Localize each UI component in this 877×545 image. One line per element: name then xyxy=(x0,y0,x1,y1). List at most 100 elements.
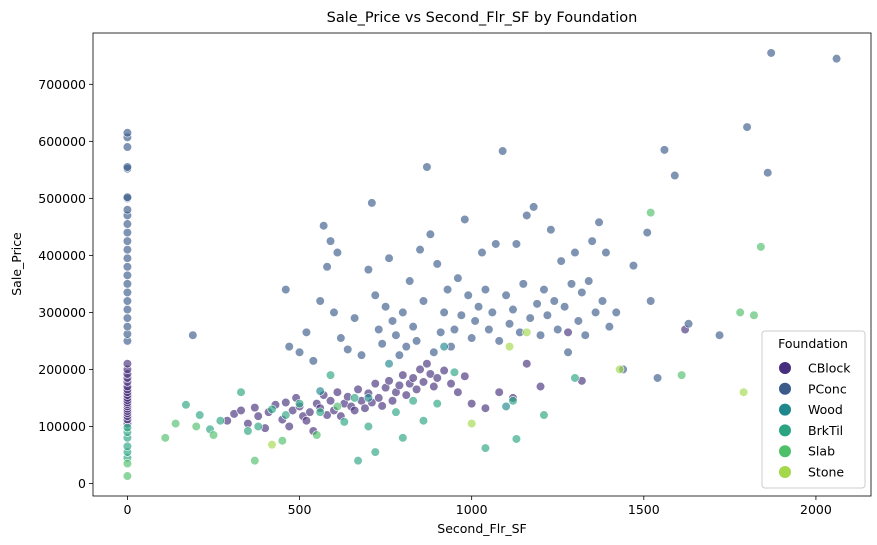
x-axis-label: Second_Flr_SF xyxy=(437,521,526,536)
point-cblock-63 xyxy=(394,380,404,390)
point-brktil-5 xyxy=(122,422,133,433)
point-pconc-94 xyxy=(549,296,559,306)
point-pconc-103 xyxy=(580,330,590,340)
point-brktil-26 xyxy=(418,416,429,426)
point-pconc-46 xyxy=(384,253,394,263)
point-slab-12 xyxy=(735,307,745,318)
point-cblock-56 xyxy=(370,379,380,389)
point-pconc-48 xyxy=(391,330,401,340)
point-pconc-76 xyxy=(487,307,497,318)
point-pconc-62 xyxy=(439,307,449,318)
point-brktil-27 xyxy=(432,399,442,409)
point-cblock-45 xyxy=(332,387,343,397)
point-stone-2 xyxy=(504,342,515,352)
point-pconc-96 xyxy=(556,256,566,266)
point-pconc-102 xyxy=(577,287,587,298)
point-pconc-3 xyxy=(122,313,133,323)
point-pconc-82 xyxy=(508,304,518,315)
point-cblock-19 xyxy=(122,359,133,369)
point-pconc-35 xyxy=(332,247,343,258)
point-brktil-12 xyxy=(253,421,263,432)
point-cblock-31 xyxy=(284,421,294,432)
point-cblock-75 xyxy=(439,365,449,376)
point-cblock-36 xyxy=(301,416,312,426)
point-cblock-64 xyxy=(398,370,408,380)
point-pconc-53 xyxy=(408,322,418,332)
point-pconc-39 xyxy=(356,350,367,360)
point-pconc-121 xyxy=(742,122,752,132)
point-pconc-37 xyxy=(343,344,353,355)
legend-title: Foundation xyxy=(778,336,848,351)
point-cblock-83 xyxy=(522,359,532,369)
point-cblock-25 xyxy=(253,411,263,421)
legend-marker-wood xyxy=(779,403,791,416)
legend: Foundation CBlock PConc Wood BrkTil Slab Ston… xyxy=(761,330,866,489)
point-cblock-65 xyxy=(401,390,411,400)
point-pconc-56 xyxy=(418,296,429,306)
point-pconc-63 xyxy=(442,284,453,295)
point-slab-9 xyxy=(332,401,343,412)
chart-title: Sale_Price vs Second_Flr_SF by Foundatio… xyxy=(327,10,638,26)
point-wood-2 xyxy=(384,359,394,369)
point-pconc-61 xyxy=(436,327,446,337)
point-pconc-23 xyxy=(122,128,133,138)
point-pconc-83 xyxy=(511,239,522,249)
point-cblock-61 xyxy=(387,396,398,406)
point-pconc-116 xyxy=(652,373,663,383)
point-pconc-18 xyxy=(122,192,133,202)
point-slab-10 xyxy=(646,208,656,218)
x-tick-label-0: 0 xyxy=(123,502,131,517)
point-pconc-74 xyxy=(480,284,491,295)
point-stone-1 xyxy=(467,418,477,429)
point-slab-6 xyxy=(250,456,260,466)
point-pconc-58 xyxy=(425,229,435,239)
legend-marker-cblock xyxy=(779,362,791,374)
point-slab-2 xyxy=(160,433,170,443)
x-tick-label-3: 1500 xyxy=(628,502,660,517)
point-pconc-10 xyxy=(122,253,133,263)
point-pconc-72 xyxy=(473,302,484,312)
y-tick-label-2: 200000 xyxy=(38,362,86,377)
point-brktil-13 xyxy=(267,404,277,414)
point-pconc-9 xyxy=(122,262,133,272)
point-slab-7 xyxy=(277,436,287,446)
point-pconc-49 xyxy=(394,350,404,360)
point-pconc-50 xyxy=(398,307,408,318)
point-cblock-69 xyxy=(415,364,425,375)
y-tick-label-0: 0 xyxy=(78,476,86,491)
point-pconc-105 xyxy=(587,236,597,246)
point-pconc-75 xyxy=(484,324,494,335)
point-pconc-16 xyxy=(122,205,133,215)
point-pconc-81 xyxy=(504,319,515,329)
point-cblock-32 xyxy=(288,405,298,416)
point-pconc-113 xyxy=(628,261,639,271)
x-tick-label-4: 2000 xyxy=(800,502,832,517)
point-pconc-42 xyxy=(370,290,380,300)
point-cblock-53 xyxy=(360,403,370,413)
legend-label-brktil: BrkTil xyxy=(808,423,843,438)
point-brktil-2 xyxy=(122,441,133,451)
point-slab-8 xyxy=(312,430,322,440)
point-pconc-51 xyxy=(401,342,411,352)
point-brktil-32 xyxy=(539,410,549,420)
point-pconc-67 xyxy=(456,310,466,320)
point-cblock-58 xyxy=(377,401,387,411)
point-pconc-8 xyxy=(122,270,133,280)
point-pconc-32 xyxy=(322,262,332,272)
point-cblock-71 xyxy=(422,359,432,369)
point-brktil-23 xyxy=(391,407,401,417)
point-wood-1 xyxy=(363,393,374,403)
point-brktil-25 xyxy=(408,396,418,406)
point-slab-13 xyxy=(749,310,759,320)
point-cblock-79 xyxy=(467,399,477,409)
point-pconc-69 xyxy=(463,290,473,300)
point-cblock-43 xyxy=(325,396,336,406)
point-pconc-93 xyxy=(546,225,556,235)
point-pconc-109 xyxy=(601,247,611,258)
legend-marker-brktil xyxy=(779,424,791,437)
point-cblock-70 xyxy=(418,377,429,387)
point-slab-0 xyxy=(122,471,133,481)
point-cblock-67 xyxy=(408,373,418,383)
